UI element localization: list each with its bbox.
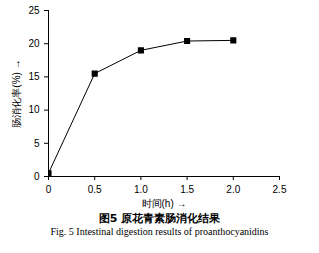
svg-text:0: 0 <box>46 184 52 195</box>
svg-text:5: 5 <box>34 138 40 149</box>
svg-text:15: 15 <box>28 71 40 82</box>
svg-text:20: 20 <box>28 38 40 49</box>
svg-text:2.5: 2.5 <box>273 184 287 195</box>
svg-text:0.5: 0.5 <box>88 184 102 195</box>
svg-text:0: 0 <box>34 171 40 182</box>
html-text:图5 原花青素肠消化结果: 图5 原花青素肠消化结果 <box>98 212 221 225</box>
svg-text:1.5: 1.5 <box>180 184 194 195</box>
html-text:Fig. 5 Intestinal digestion re: Fig. 5 Intestinal digestion results of p… <box>50 225 269 237</box>
svg-text:时间(h) →: 时间(h) → <box>142 198 187 209</box>
svg-text:1.0: 1.0 <box>134 184 148 195</box>
svg-text:10: 10 <box>28 104 40 115</box>
svg-text:肠消化率(%) →: 肠消化率(%) → <box>11 59 22 127</box>
svg-text:2.0: 2.0 <box>226 184 240 195</box>
svg-text:25: 25 <box>28 5 40 16</box>
